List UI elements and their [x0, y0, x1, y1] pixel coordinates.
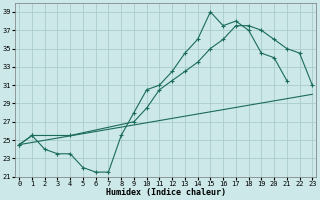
X-axis label: Humidex (Indice chaleur): Humidex (Indice chaleur): [106, 188, 226, 197]
